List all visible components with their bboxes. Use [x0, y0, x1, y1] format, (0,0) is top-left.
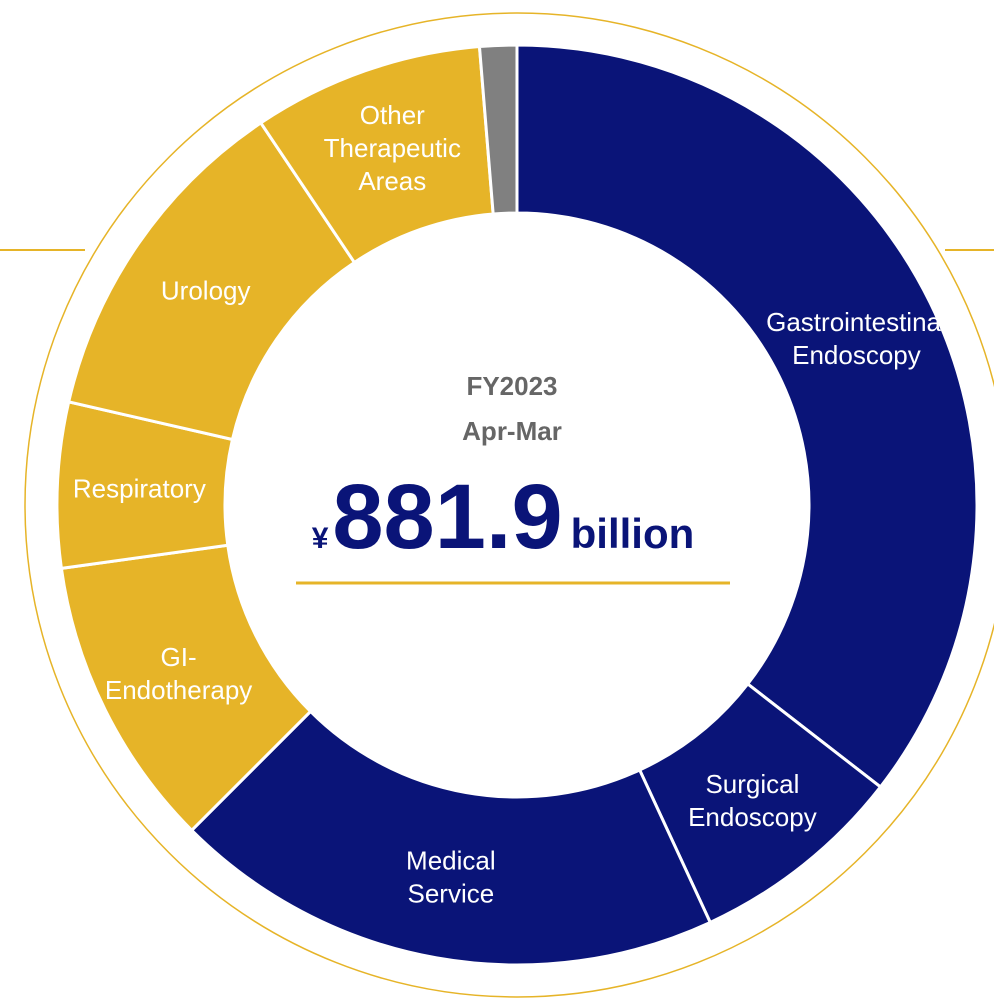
label-line: Areas — [358, 166, 426, 196]
slice — [189, 709, 713, 967]
amount: 881.9 — [332, 466, 562, 568]
label-line: Gastrointestinal — [766, 307, 947, 337]
slice — [515, 43, 979, 790]
label-line: Respiratory — [73, 473, 206, 503]
label-line: Endoscopy — [688, 802, 817, 832]
outer-ring — [24, 12, 994, 998]
currency: ¥ — [312, 522, 329, 555]
slice-label: Medical Service — [406, 846, 496, 909]
slice-label: Gastrointestinal Endoscopy — [766, 307, 947, 370]
label-line: Surgical — [705, 769, 799, 799]
label-line: Service — [407, 879, 494, 909]
slices — [55, 43, 979, 967]
label-line: Therapeutic — [324, 133, 461, 163]
label-line: Endoscopy — [792, 340, 921, 370]
slice-label: Urology — [161, 276, 251, 306]
center-months: Apr-Mar — [462, 416, 562, 446]
unit: billion — [571, 510, 695, 557]
slice-label: Respiratory — [73, 473, 206, 503]
label-line: Medical — [406, 846, 496, 876]
center-total: ¥881.9 billion — [312, 466, 695, 568]
label-line: GI- — [161, 642, 197, 672]
slice-label: GI-Endotherapy — [105, 642, 252, 705]
label-line: Endotherapy — [105, 675, 252, 705]
label-line: Other — [360, 100, 425, 130]
label-line: Urology — [161, 276, 251, 306]
center-period: FY2023 — [466, 371, 557, 401]
slice-label: Other Therapeutic Areas — [324, 100, 461, 196]
slice-label: Surgical Endoscopy — [688, 769, 817, 832]
slice — [477, 43, 519, 216]
